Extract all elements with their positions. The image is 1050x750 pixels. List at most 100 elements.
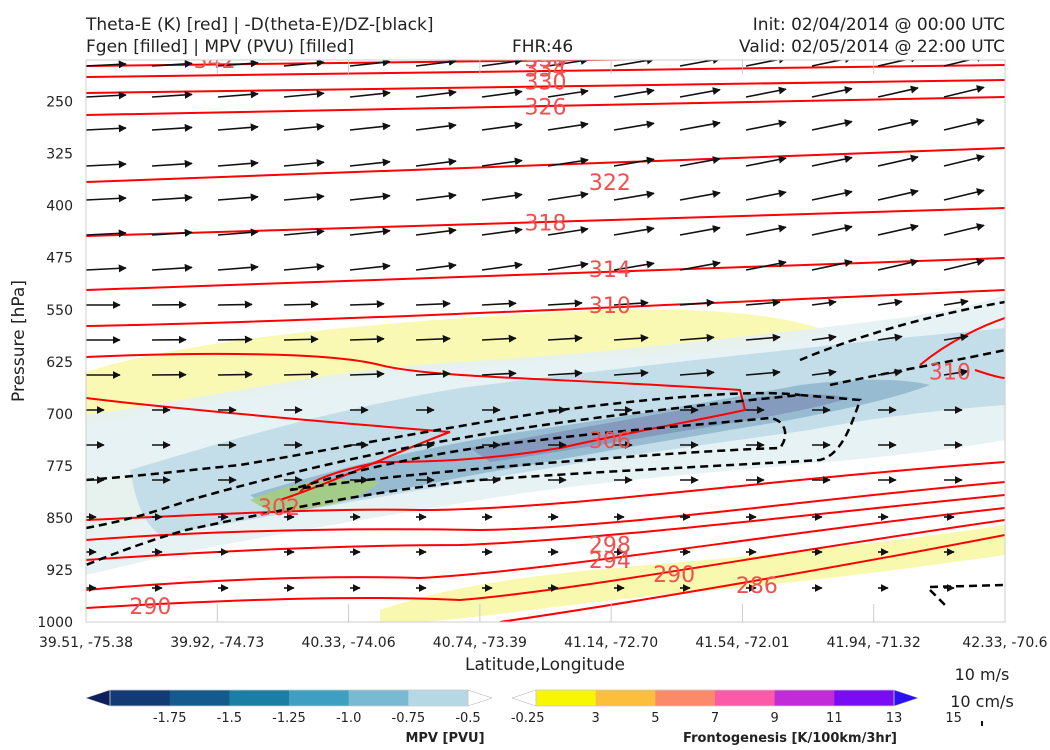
wind-vector — [877, 223, 919, 236]
wind-vector — [547, 299, 583, 308]
mpv-colorbar-title: MPV [PVU] — [405, 731, 484, 746]
theta-e-line-290b — [86, 507, 1005, 591]
wind-vector — [877, 298, 903, 307]
wind-vector — [745, 86, 787, 98]
theta-e-line-286 — [86, 519, 1005, 609]
wind-vector — [283, 192, 325, 201]
wind-vector — [547, 88, 589, 98]
dtheta-e-line-1 — [86, 393, 862, 567]
wind-vector — [811, 60, 853, 67]
contour-label: 294 — [589, 549, 631, 574]
wind-vector — [481, 261, 523, 271]
wind-vector — [481, 88, 523, 98]
wind-vector — [943, 223, 985, 236]
x-axis-label: Latitude,Longitude — [465, 655, 625, 675]
contour-label: 286 — [736, 574, 778, 599]
colorbar-outline — [535, 689, 895, 707]
y-axis-ticks: 250 325 400 475 550 625 700 775 850 925 1000 — [37, 95, 73, 631]
contour-label: 338 — [525, 48, 567, 73]
x-tick-label: 39.92, -74.73 — [170, 635, 264, 651]
colorbar-extend-right — [893, 689, 919, 707]
colorbar-tick: 15 — [945, 711, 962, 726]
wind-vector — [283, 370, 319, 379]
colorbar-segment — [834, 690, 895, 706]
colorbar-tick: -1.25 — [272, 711, 306, 726]
wind-vector — [481, 60, 523, 67]
contour-label: 310 — [929, 361, 971, 386]
y-tick-label: 850 — [46, 511, 73, 527]
wind-vector — [679, 225, 721, 236]
colorbar-segment — [715, 690, 776, 706]
x-tick-label: 41.94, -71.32 — [827, 635, 921, 651]
dtheta-e-dz-contours — [86, 300, 1005, 606]
colorbar-tick: 13 — [886, 711, 903, 726]
wind-vector — [679, 190, 721, 201]
colorbar-segment — [655, 690, 716, 706]
wind-vector — [811, 119, 853, 131]
wind-vector — [481, 226, 523, 236]
valid-time: Valid: 02/05/2014 @ 22:00 UTC — [739, 37, 1005, 57]
wind-vector — [481, 299, 517, 308]
wind-vector — [745, 333, 781, 342]
wind-vector — [217, 193, 259, 202]
wind-vector — [481, 369, 517, 378]
wind-vector — [811, 368, 837, 377]
init-time: Init: 02/04/2014 @ 00:00 UTC — [752, 15, 1005, 35]
x-tick-label: 40.33, -74.06 — [302, 635, 396, 651]
wind-vector — [415, 88, 457, 98]
theta-e-line-310 — [86, 289, 1005, 327]
contour-label: 314 — [589, 258, 631, 283]
contour-label: 334 — [525, 57, 567, 82]
wind-vector — [283, 122, 325, 131]
wind-vector — [943, 258, 985, 271]
wind-vector — [745, 298, 781, 307]
theta-e-line-290 — [86, 494, 1005, 561]
wind-vector — [86, 229, 127, 238]
wind-vector — [943, 188, 985, 201]
wind-vector — [481, 191, 523, 201]
wind-vector — [811, 155, 853, 167]
y-tick-label: 475 — [46, 251, 73, 267]
wind-vector — [547, 261, 589, 271]
theta-e-line-342 — [86, 50, 1005, 58]
wind-vector — [283, 227, 325, 236]
theta-e-line-282 — [499, 534, 1005, 622]
contour-label: 318 — [525, 211, 567, 236]
colorbar-tick: 9 — [771, 711, 779, 726]
wind-vector — [679, 87, 721, 98]
wind-vector — [151, 90, 193, 99]
wind-vector — [547, 226, 589, 236]
y-axis-label: Pressure [hPa] — [9, 280, 29, 402]
colorbar-tick: 11 — [826, 711, 843, 726]
wind-vector — [745, 189, 787, 201]
forecast-hour: FHR:46 — [512, 37, 574, 57]
colorbar-extend-left — [511, 689, 537, 707]
colorbar-extend-right — [467, 689, 493, 707]
wind-vector — [943, 333, 969, 342]
contour-label: 322 — [589, 171, 631, 196]
colorbar-extend-left — [85, 689, 111, 707]
wind-vector — [613, 87, 655, 98]
x-tick-label: 42.33, -70.6 — [962, 635, 1047, 651]
wind-vectors — [86, 60, 985, 592]
wind-vector — [877, 333, 903, 342]
contour-label: 330 — [525, 71, 567, 96]
wind-vector — [547, 121, 589, 131]
wind-vector — [217, 335, 253, 344]
wind-vector — [151, 228, 193, 237]
wind-vector — [679, 368, 715, 377]
y-tick-label: 550 — [46, 303, 73, 319]
wind-vector — [745, 368, 781, 377]
wind-vector — [811, 86, 853, 98]
y-tick-label: 400 — [46, 199, 73, 215]
wind-vector — [745, 259, 787, 271]
wind-vector — [679, 333, 715, 342]
wind-vector — [613, 225, 655, 236]
wind-vector — [151, 263, 193, 272]
wind-vector — [943, 298, 969, 307]
wind-vector — [745, 119, 787, 131]
colorbar-tick: -1.0 — [336, 711, 361, 726]
contour-label: 326 — [525, 95, 567, 120]
wind-vector — [86, 124, 127, 133]
wind-vector — [547, 157, 589, 167]
